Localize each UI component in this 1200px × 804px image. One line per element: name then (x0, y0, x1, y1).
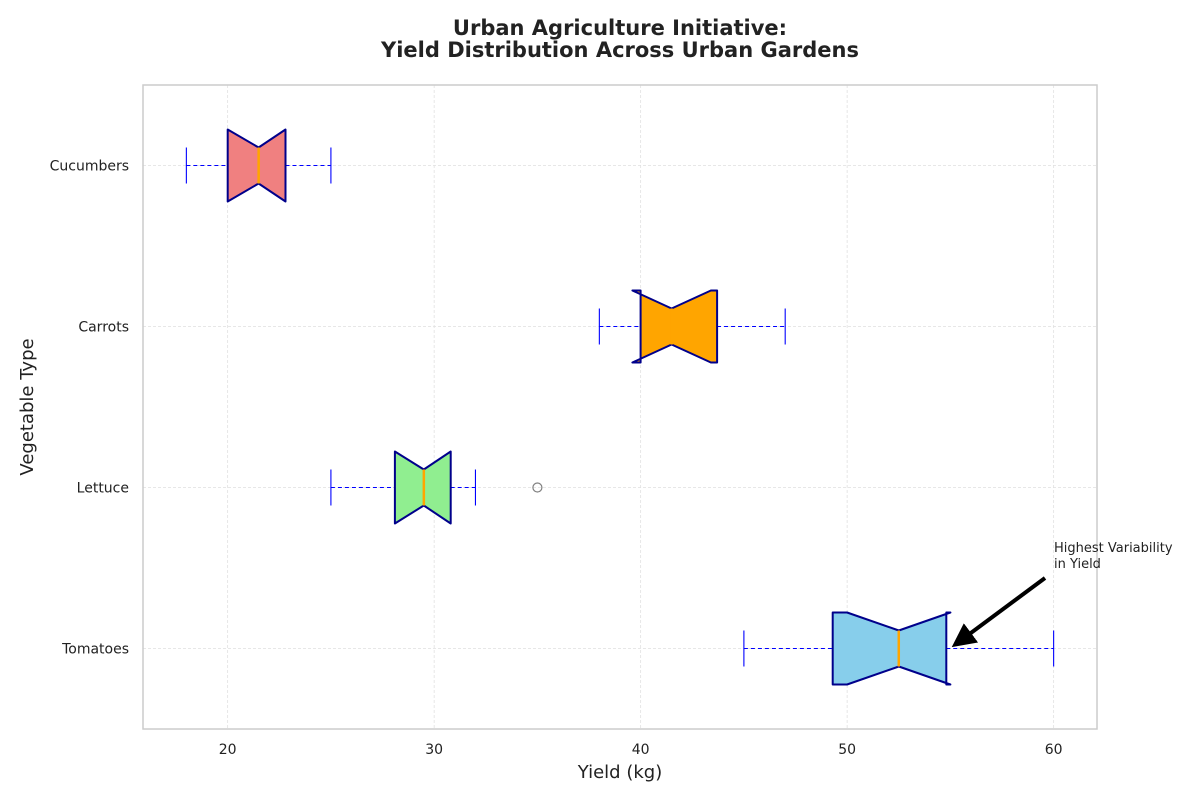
chart-title-line-2: Yield Distribution Across Urban Gardens (380, 38, 859, 62)
y-tick-label: Tomatoes (61, 642, 129, 658)
x-tick-label: 40 (632, 742, 650, 758)
annotation-arrow (951, 576, 1047, 648)
y-tick-label: Cucumbers (50, 159, 129, 175)
x-tick-label: 30 (425, 742, 443, 758)
box-lettuce (330, 450, 543, 525)
x-tick-label: 60 (1045, 742, 1063, 758)
y-tick-label: Lettuce (77, 481, 129, 497)
box-carrots (598, 289, 786, 364)
plot-frame (142, 84, 1098, 730)
x-tick-label: 20 (219, 742, 237, 758)
y-tick-labels: Tomatoes Lettuce Carrots Cucumbers (50, 159, 129, 658)
notched-box (226, 128, 287, 203)
x-tick-label: 50 (838, 742, 856, 758)
y-axis-label: Vegetable Type (17, 338, 38, 475)
box-tomatoes (743, 611, 1055, 686)
box-cucumbers (185, 128, 332, 203)
notched-box (631, 289, 719, 364)
flier-point (532, 482, 543, 493)
boxes (185, 128, 1055, 686)
notched-box (831, 611, 952, 686)
y-tick-label: Carrots (78, 320, 129, 336)
annotation: Highest Variability in Yield (951, 541, 1173, 648)
chart-title-line-1: Urban Agriculture Initiative: (453, 16, 787, 40)
annotation-text-line-1: Highest Variability (1054, 541, 1173, 556)
x-tick-labels: 20 30 40 50 60 (219, 742, 1063, 758)
annotation-text-line-2: in Yield (1054, 557, 1101, 572)
x-axis-label: Yield (kg) (577, 762, 662, 783)
